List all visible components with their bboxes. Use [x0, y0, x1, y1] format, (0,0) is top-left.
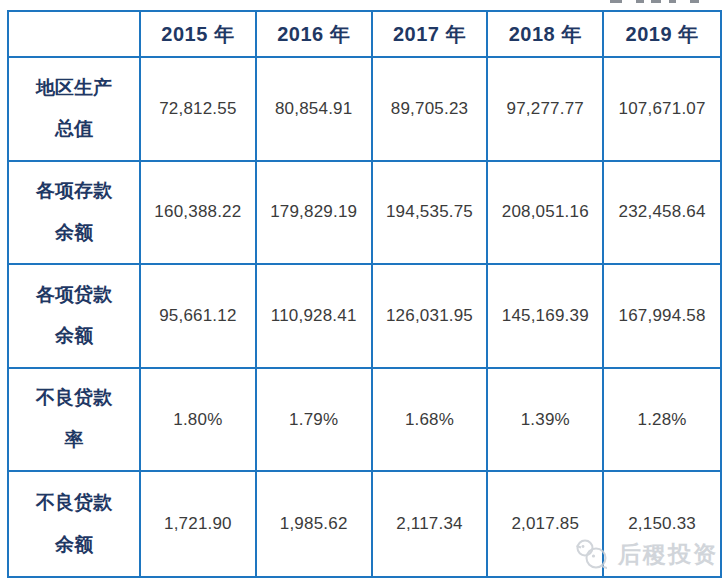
table-cell: 208,051.16: [488, 162, 604, 266]
year-header-2015: 2015 年: [141, 12, 257, 58]
row-label-line: 余额: [55, 325, 93, 348]
table-cell: 1.80%: [141, 369, 257, 473]
row-label-line: 各项贷款: [36, 284, 112, 307]
row-label-line: 地区生产: [36, 77, 112, 100]
row-label-line: 不良贷款: [36, 492, 112, 515]
table-cell: 1,985.62: [257, 472, 373, 576]
row-label-gdp: 地区生产 总值: [9, 58, 141, 162]
table-cell: 145,169.39: [488, 265, 604, 369]
table-cell: 160,388.22: [141, 162, 257, 266]
year-header-2017: 2017 年: [373, 12, 489, 58]
row-label-npl-balance: 不良贷款 余额: [9, 472, 141, 576]
year-header-2019: 2019 年: [604, 12, 720, 58]
table-cell: 1.79%: [257, 369, 373, 473]
table-cell: 2,017.85: [488, 472, 604, 576]
corner-cell: [9, 12, 141, 58]
row-label-line: 余额: [55, 534, 93, 557]
row-label-line: 不良贷款: [36, 387, 112, 410]
table-cell: 72,812.55: [141, 58, 257, 162]
row-label-line: 余额: [55, 222, 93, 245]
table-cell: 126,031.95: [373, 265, 489, 369]
row-label-line: 率: [65, 429, 84, 452]
table-cell: 80,854.91: [257, 58, 373, 162]
table-cell: 97,277.77: [488, 58, 604, 162]
row-label-line: 各项存款: [36, 180, 112, 203]
table-cell: 110,928.41: [257, 265, 373, 369]
year-header-2016: 2016 年: [257, 12, 373, 58]
table-cell: 232,458.64: [604, 162, 720, 266]
row-label-deposits: 各项存款 余额: [9, 162, 141, 266]
table-cell: 167,994.58: [604, 265, 720, 369]
table-cell: 2,150.33: [604, 472, 720, 576]
table-cell: 2,117.34: [373, 472, 489, 576]
table-cell: 179,829.19: [257, 162, 373, 266]
table-cell: 1.39%: [488, 369, 604, 473]
table-cell: 194,535.75: [373, 162, 489, 266]
table-cell: 89,705.23: [373, 58, 489, 162]
screenshot-canvas: 2015 年 2016 年 2017 年 2018 年 2019 年 地区生产 …: [0, 0, 728, 584]
row-label-loans: 各项贷款 余额: [9, 265, 141, 369]
table-cell: 1,721.90: [141, 472, 257, 576]
row-label-npl-ratio: 不良贷款 率: [9, 369, 141, 473]
year-header-2018: 2018 年: [488, 12, 604, 58]
table-cell: 95,661.12: [141, 265, 257, 369]
financial-data-table: 2015 年 2016 年 2017 年 2018 年 2019 年 地区生产 …: [7, 10, 722, 578]
table-cell: 1.68%: [373, 369, 489, 473]
row-label-line: 总值: [55, 118, 93, 141]
table-cell: 107,671.07: [604, 58, 720, 162]
table-cell: 1.28%: [604, 369, 720, 473]
